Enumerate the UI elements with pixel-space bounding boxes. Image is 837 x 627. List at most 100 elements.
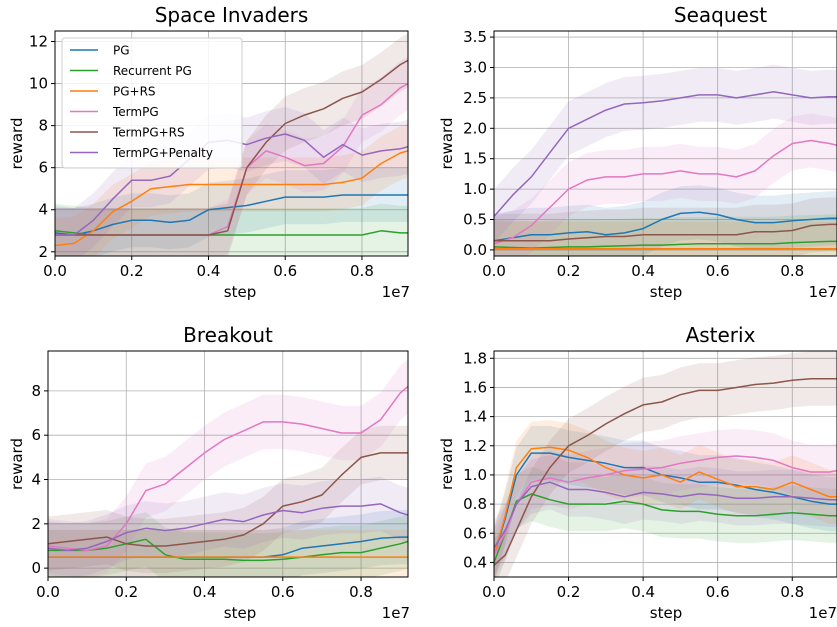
y-tick-label: 1.6	[463, 378, 487, 396]
band-pg	[494, 425, 837, 577]
y-axis-label: reward	[8, 118, 26, 170]
series-line-termpg-rs	[494, 377, 837, 566]
series-line-pg-rs	[494, 446, 837, 556]
band-termpg-penalty	[48, 476, 408, 577]
legend-label-pg-rs: PG+RS	[113, 85, 156, 99]
y-tick-label: 1.0	[463, 180, 487, 198]
y-tick-label: 1.0	[463, 466, 487, 484]
chart-title: Asterix	[686, 323, 756, 347]
y-tick-label: 12	[29, 33, 48, 51]
x-tick-label: 0.2	[114, 583, 138, 601]
x-tick-label: 0.0	[482, 583, 506, 601]
series-line-termpg-penalty	[494, 91, 837, 217]
y-axis-label: reward	[8, 438, 26, 490]
band-termpg-rs	[55, 33, 408, 256]
series-line-termpg-rs	[48, 452, 408, 547]
y-tick-label: 2	[38, 243, 48, 261]
panel-asterix: 0.0 0.2 0.4 0.6 0.8 0.4 0.6 0.8 1.0 1.2 1.4 1.6 1.8 A…	[438, 323, 837, 622]
y-tick-label: 0.5	[463, 211, 487, 229]
chart-title: Breakout	[183, 323, 273, 347]
plot-area	[494, 351, 837, 577]
y-tick-label: 2	[31, 515, 41, 533]
x-axis-label: step	[650, 283, 682, 301]
band-termpg-rs	[494, 351, 837, 577]
x-tick-label: 0.8	[349, 583, 373, 601]
x-axis-label: step	[224, 283, 256, 301]
band-termpg-rs	[48, 425, 408, 574]
y-tick-label: 1.4	[463, 408, 487, 426]
x-axis-label: step	[224, 604, 256, 622]
y-tick-label: 8	[31, 382, 41, 400]
legend-box	[61, 37, 243, 169]
x-axis-label: step	[650, 604, 682, 622]
y-axis-label: reward	[438, 438, 456, 490]
x-tick-label: 0.2	[557, 583, 581, 601]
x-tick-label: 0.4	[631, 262, 655, 280]
x-tick-label: 0.8	[350, 262, 374, 280]
plot-area	[494, 64, 837, 256]
x-tick-label: 0.2	[120, 262, 144, 280]
legend-label-termpg-rs: TermPG+RS	[112, 126, 185, 140]
y-tick-label: 3.5	[463, 28, 487, 46]
axes-frame	[493, 350, 837, 578]
x-tick-label: 0.2	[557, 262, 581, 280]
x-tick-label: 0.6	[273, 262, 297, 280]
band-termpg-penalty	[55, 107, 408, 256]
series-line-termpg-penalty	[48, 503, 408, 552]
axes-frame	[47, 350, 409, 578]
panel-seaquest: 0.0 0.2 0.4 0.6 0.8 0.0 0.5 1.0 1.5 2.0 2.5 3.0 3.5 S…	[438, 3, 837, 301]
x-tick-label: 0.0	[36, 583, 60, 601]
y-tick-label: 0.6	[463, 524, 487, 542]
series-line-termpg-penalty	[494, 481, 837, 549]
y-tick-label: 0.4	[463, 553, 487, 571]
x-tick-label: 0.6	[271, 583, 295, 601]
y-tick-label: 3.0	[463, 58, 487, 76]
band-pg-rs	[55, 123, 408, 256]
legend-label-recurrent-pg: Recurrent PG	[113, 64, 192, 78]
x-tick-label: 0.4	[631, 583, 655, 601]
axes-frame	[54, 30, 409, 257]
y-tick-label: 4	[31, 471, 41, 489]
series-line-recurrent-pg	[48, 538, 408, 562]
x-tick-label: 0.6	[706, 583, 730, 601]
x-tick-label: 0.8	[780, 583, 804, 601]
x-axis-offset-text: 1e7	[382, 604, 410, 622]
band-termpg	[494, 428, 837, 577]
series-line-termpg	[48, 385, 408, 552]
x-tick-label: 0.4	[197, 262, 221, 280]
axes-frame	[493, 30, 837, 257]
band-termpg-rs	[494, 197, 837, 256]
x-axis-offset-text: 1e7	[382, 283, 410, 301]
y-axis-label: reward	[438, 118, 456, 170]
chart-title: Seaquest	[674, 3, 767, 27]
band-termpg-penalty	[494, 64, 837, 244]
band-pg	[55, 168, 408, 256]
series-line-termpg	[494, 455, 837, 556]
x-axis-offset-text: 1e7	[809, 604, 837, 622]
y-tick-label: 10	[29, 75, 48, 93]
series-line-pg	[494, 211, 837, 242]
y-tick-label: 6	[31, 426, 41, 444]
x-tick-label: 0.6	[706, 262, 730, 280]
band-termpg	[48, 359, 408, 577]
series-line-termpg	[494, 139, 837, 245]
plot-area	[55, 33, 408, 256]
panel-breakout: 0.0 0.2 0.4 0.6 0.8 0 2 4 6 8 Breakout step 1e7 rewar…	[8, 323, 410, 622]
legend-label-pg: PG	[113, 44, 130, 58]
y-tick-label: 0.8	[463, 495, 487, 513]
band-termpg-penalty	[494, 455, 837, 575]
y-tick-label: 2.0	[463, 119, 487, 137]
band-recurrent-pg	[494, 466, 837, 577]
x-tick-label: 0.8	[780, 262, 804, 280]
y-tick-label: 2.5	[463, 89, 487, 107]
x-tick-label: 0.0	[482, 262, 506, 280]
band-termpg	[494, 113, 837, 256]
band-recurrent-pg	[55, 203, 408, 256]
legend-label-termpg: TermPG	[112, 105, 159, 119]
legend-label-termpg-penalty: TermPG+Penalty	[112, 146, 213, 160]
y-tick-label: 0	[31, 559, 41, 577]
y-tick-label: 4	[38, 201, 48, 219]
y-tick-label: 0.0	[463, 241, 487, 259]
